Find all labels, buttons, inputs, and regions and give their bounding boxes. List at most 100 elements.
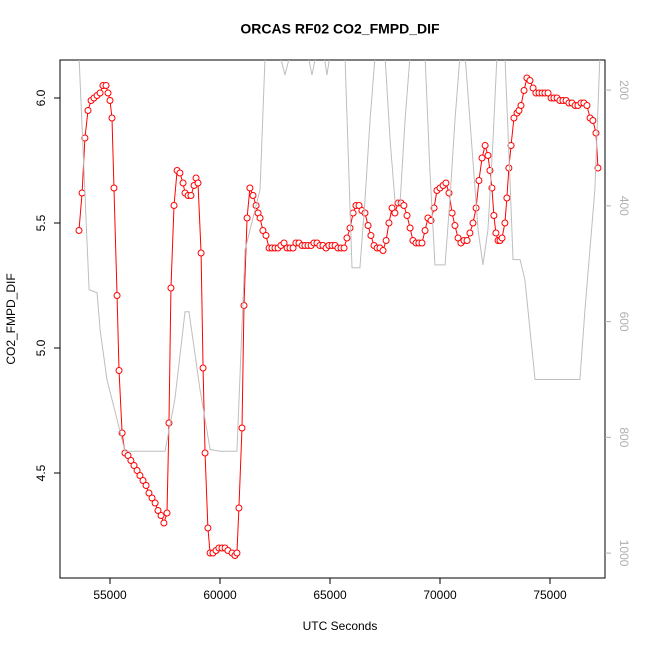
data-point	[204, 524, 212, 532]
data-point	[240, 302, 248, 309]
x-tick-label: 75000	[533, 588, 567, 602]
data-point	[154, 507, 162, 514]
data-point	[478, 154, 486, 162]
y-tick-label: 6.0	[34, 89, 48, 106]
pressure-line	[78, 60, 601, 452]
data-point	[249, 192, 257, 199]
data-point	[102, 82, 110, 89]
data-point	[469, 219, 477, 227]
data-point	[391, 209, 399, 217]
plot-area	[75, 60, 602, 559]
data-point	[259, 227, 267, 234]
data-point	[349, 209, 357, 217]
data-point	[176, 169, 184, 177]
data-point	[108, 114, 116, 122]
data-line	[78, 77, 599, 557]
data-point	[481, 142, 489, 149]
data-point	[505, 164, 513, 172]
data-point	[194, 179, 202, 187]
data-point	[490, 212, 498, 219]
data-point	[167, 284, 175, 292]
chart-title: ORCAS RF02 CO2_FMPD_DIF	[240, 21, 440, 37]
y2-tick-label: 200	[617, 80, 631, 100]
data-point	[233, 549, 241, 557]
data-point	[262, 232, 270, 239]
y-tick-label: 5.5	[34, 214, 48, 231]
data-point	[451, 222, 459, 229]
data-point	[520, 87, 528, 94]
data-point	[475, 177, 483, 184]
data-point	[442, 179, 450, 187]
data-point	[340, 244, 348, 252]
x-tick-label: 70000	[423, 588, 457, 602]
data-point	[170, 202, 178, 209]
data-point	[104, 89, 112, 97]
y-tick-label: 5.0	[34, 339, 48, 356]
data-point	[385, 219, 393, 227]
data-point	[81, 134, 89, 142]
data-point	[498, 234, 506, 242]
data-point	[544, 89, 552, 97]
data-point	[448, 209, 456, 217]
data-point	[142, 482, 150, 489]
data-point	[367, 232, 375, 239]
data-point	[157, 512, 165, 519]
data-point	[127, 457, 135, 464]
data-point	[151, 499, 159, 507]
y2-tick-label: 600	[617, 312, 631, 332]
data-point	[510, 114, 518, 122]
data-point	[145, 489, 153, 497]
data-point	[78, 189, 86, 197]
data-point	[84, 107, 92, 114]
plot-frame	[59, 59, 606, 579]
data-point	[148, 494, 156, 502]
data-point	[163, 509, 171, 517]
data-point	[592, 129, 600, 137]
data-point	[280, 239, 288, 247]
data-point	[115, 367, 123, 374]
data-point	[507, 142, 515, 149]
data-point	[594, 164, 602, 172]
data-point	[201, 449, 209, 457]
x-tick-label: 60000	[203, 588, 237, 602]
data-point	[484, 152, 492, 159]
data-point	[526, 77, 534, 84]
data-point	[238, 424, 246, 432]
data-point	[136, 472, 144, 479]
data-point	[589, 117, 597, 124]
x-tick-label: 55000	[93, 588, 127, 602]
data-point	[243, 214, 251, 222]
y2-tick-label: 800	[617, 427, 631, 447]
y2-tick-label: 400	[617, 196, 631, 216]
data-point	[235, 504, 243, 512]
x-axis-label: UTC Seconds	[303, 619, 378, 633]
data-point	[463, 237, 471, 244]
data-point	[179, 179, 187, 187]
data-point	[466, 229, 474, 237]
y-tick-label: 4.5	[34, 464, 48, 481]
data-point	[246, 184, 254, 192]
data-point	[379, 247, 387, 254]
data-point	[421, 227, 429, 234]
data-point	[110, 184, 118, 192]
y-axis-label: CO2_FMPD_DIF	[4, 273, 18, 364]
data-point	[75, 227, 83, 234]
data-point	[418, 239, 426, 247]
data-point	[199, 364, 207, 372]
data-point	[106, 97, 114, 104]
data-point	[501, 219, 509, 227]
data-point	[256, 214, 264, 222]
data-point	[445, 189, 453, 197]
data-point	[403, 212, 411, 219]
data-point	[96, 89, 104, 97]
data-point	[406, 224, 414, 232]
data-point	[382, 237, 390, 244]
data-point	[160, 519, 168, 527]
y2-tick-label: 1000	[617, 540, 631, 567]
data-point	[486, 167, 494, 174]
x-tick-label: 65000	[313, 588, 347, 602]
data-point	[346, 224, 354, 232]
data-point	[197, 249, 205, 257]
data-point	[343, 234, 351, 242]
